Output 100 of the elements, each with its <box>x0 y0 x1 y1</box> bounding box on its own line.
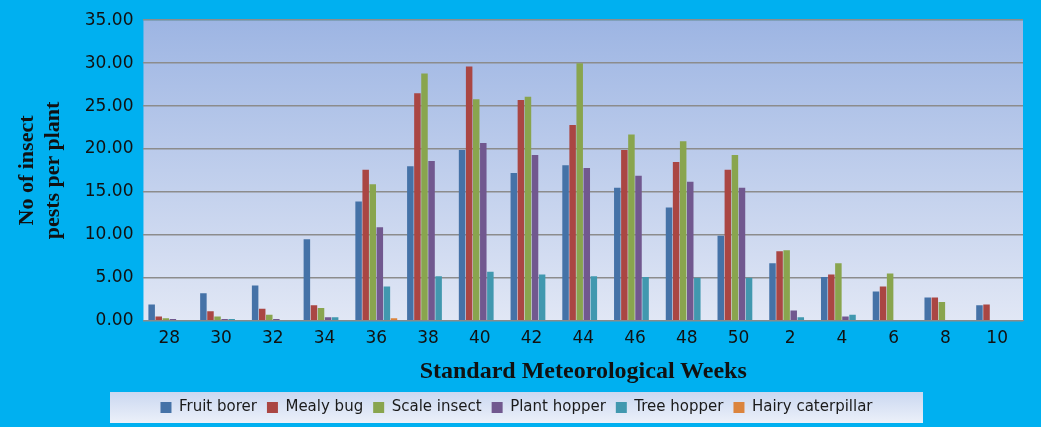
bar <box>724 169 732 321</box>
y-tick-label: 15.00 <box>84 180 134 201</box>
bar <box>983 304 990 321</box>
bar <box>576 63 583 321</box>
bar <box>769 263 776 321</box>
bar <box>383 286 391 321</box>
bar <box>886 273 894 321</box>
bar <box>828 274 835 321</box>
bar <box>621 149 628 321</box>
bar <box>642 277 649 321</box>
bar <box>924 297 931 321</box>
bar <box>324 317 332 321</box>
legend-label: Mealy bug <box>285 397 364 416</box>
x-tick-label: 36 <box>365 327 388 348</box>
x-tick-label: 44 <box>572 327 595 348</box>
bar <box>783 250 790 321</box>
x-tick-label: 38 <box>417 327 439 348</box>
bar <box>458 149 466 321</box>
y-tick-label: 5.00 <box>95 266 134 287</box>
bar <box>487 271 494 321</box>
bar <box>414 93 421 321</box>
x-tick-label: 30 <box>210 327 232 348</box>
bar <box>976 305 983 321</box>
bar <box>251 285 259 321</box>
bar <box>562 165 569 321</box>
bar <box>628 134 635 321</box>
bar <box>200 293 207 321</box>
bar <box>614 187 621 321</box>
bar <box>369 184 376 321</box>
bar <box>421 73 428 321</box>
bar <box>797 317 805 321</box>
legend-label: Fruit borer <box>178 397 258 416</box>
bar <box>635 175 642 321</box>
bar <box>738 187 746 321</box>
y-tick-label: 35.00 <box>84 8 134 29</box>
bar <box>679 141 687 321</box>
bar <box>731 155 739 321</box>
bar <box>362 169 369 321</box>
bar <box>331 317 339 321</box>
bar <box>524 96 532 321</box>
bar <box>745 277 753 321</box>
x-tick-label: 46 <box>624 327 646 348</box>
bar <box>258 308 266 321</box>
x-tick-label: 42 <box>520 327 543 348</box>
bar <box>407 166 414 321</box>
bar <box>148 304 155 321</box>
x-tick-label: 48 <box>675 327 698 348</box>
legend-label: Tree hopper <box>633 397 725 416</box>
y-tick-label: 25.00 <box>84 94 134 115</box>
bar <box>872 291 880 321</box>
bar <box>155 316 162 321</box>
bar <box>435 276 442 321</box>
bar <box>665 207 673 321</box>
bar <box>590 276 598 321</box>
bar <box>849 314 856 321</box>
bar <box>428 161 435 321</box>
bar <box>517 100 525 321</box>
bar <box>790 310 797 321</box>
bar <box>672 161 680 321</box>
x-tick-label: 8 <box>939 327 951 348</box>
bar <box>820 277 828 321</box>
bar <box>465 66 473 321</box>
x-tick-label: 50 <box>727 327 750 348</box>
y-tick-label: 0.00 <box>95 309 134 330</box>
bar <box>355 201 362 321</box>
legend-label: Scale insect <box>391 397 482 416</box>
x-tick-label: 2 <box>784 327 796 348</box>
bar <box>472 99 480 321</box>
x-tick-label: 4 <box>836 327 848 348</box>
x-tick-label: 6 <box>888 327 900 348</box>
legend-label: Plant hopper <box>510 397 607 416</box>
bar <box>938 301 946 321</box>
bar <box>207 311 214 321</box>
bar <box>376 227 384 321</box>
bar <box>776 251 783 321</box>
x-tick-label: 28 <box>158 327 181 348</box>
x-tick-label: 32 <box>261 327 284 348</box>
bar <box>317 307 325 321</box>
bar <box>303 239 311 321</box>
y-tick-label: 10.00 <box>84 223 134 244</box>
bar <box>931 297 939 321</box>
bar <box>879 286 887 321</box>
y-tick-label: 30.00 <box>84 51 134 72</box>
bar <box>531 155 539 321</box>
y-tick-label: 20.00 <box>84 137 134 158</box>
x-axis-title: Standard Meteorological Weeks <box>419 356 747 383</box>
bar <box>480 143 487 321</box>
bar <box>266 314 273 321</box>
bar <box>686 181 694 321</box>
bar <box>214 316 221 321</box>
x-tick-label: 34 <box>313 327 336 348</box>
bar <box>694 277 701 321</box>
bar <box>569 124 576 321</box>
bar <box>835 263 842 321</box>
bar <box>717 235 725 321</box>
bar <box>310 305 318 321</box>
legend-label: Hairy caterpillar <box>751 397 874 416</box>
bar <box>583 167 591 321</box>
bar <box>538 274 546 321</box>
bar <box>510 173 518 321</box>
